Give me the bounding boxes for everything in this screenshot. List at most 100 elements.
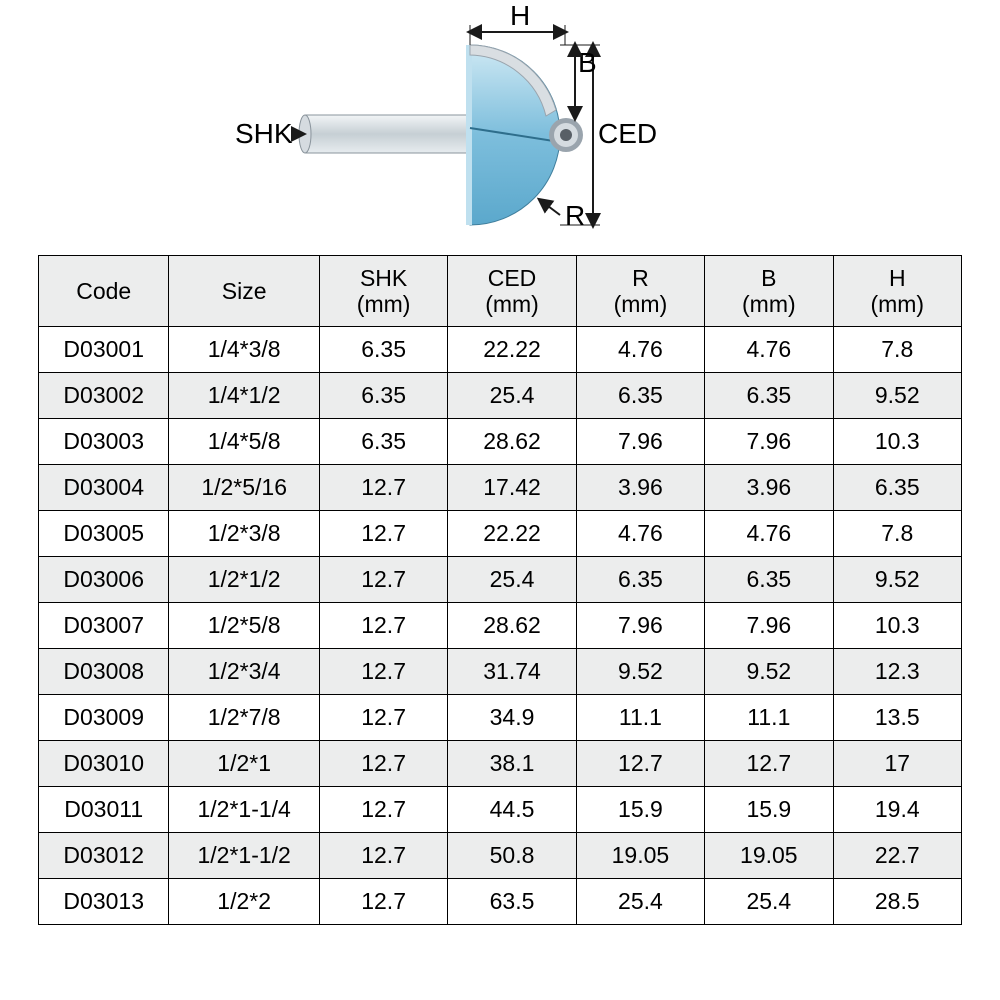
col-h: H(mm) [833, 256, 961, 327]
table-row: D030081/2*3/412.731.749.529.5212.3 [39, 649, 962, 695]
table-cell: 12.7 [319, 603, 447, 649]
table-body: D030011/4*3/86.3522.224.764.767.8D030021… [39, 327, 962, 925]
label-shk: SHK [235, 118, 293, 149]
table-cell: 19.4 [833, 787, 961, 833]
table-cell: 7.96 [705, 603, 833, 649]
table-cell: 3.96 [576, 465, 704, 511]
table-cell: 17.42 [448, 465, 576, 511]
table-cell: 9.52 [705, 649, 833, 695]
table-cell: 11.1 [576, 695, 704, 741]
table-cell: 7.96 [705, 419, 833, 465]
table-cell: 25.4 [448, 373, 576, 419]
table-cell: 7.8 [833, 511, 961, 557]
table-row: D030041/2*5/1612.717.423.963.966.35 [39, 465, 962, 511]
table-row: D030121/2*1-1/212.750.819.0519.0522.7 [39, 833, 962, 879]
table-cell: 1/2*2 [169, 879, 319, 925]
col-code: Code [39, 256, 169, 327]
label-b: B [578, 47, 597, 78]
table-cell: 12.7 [576, 741, 704, 787]
table-cell: 25.4 [576, 879, 704, 925]
table-cell: 12.7 [319, 741, 447, 787]
table-cell: 22.22 [448, 511, 576, 557]
table-cell: D03002 [39, 373, 169, 419]
table-row: D030051/2*3/812.722.224.764.767.8 [39, 511, 962, 557]
table-cell: 17 [833, 741, 961, 787]
table-cell: 6.35 [705, 373, 833, 419]
table-cell: 12.7 [319, 557, 447, 603]
table-row: D030101/2*112.738.112.712.717 [39, 741, 962, 787]
table-cell: 10.3 [833, 603, 961, 649]
table-cell: 22.22 [448, 327, 576, 373]
table-cell: D03011 [39, 787, 169, 833]
dim-r [540, 200, 560, 215]
shank [305, 115, 470, 153]
table-cell: 1/4*1/2 [169, 373, 319, 419]
bearing [549, 118, 583, 152]
label-ced: CED [598, 118, 657, 149]
label-h: H [510, 0, 530, 31]
table-cell: D03005 [39, 511, 169, 557]
table-cell: 4.76 [705, 511, 833, 557]
col-r: R(mm) [576, 256, 704, 327]
table-cell: 1/2*1 [169, 741, 319, 787]
page: SHK CED H B R Code Size SHK(mm) [0, 0, 1000, 1000]
col-b: B(mm) [705, 256, 833, 327]
table-cell: 3.96 [705, 465, 833, 511]
table-cell: 6.35 [576, 557, 704, 603]
col-shk: SHK(mm) [319, 256, 447, 327]
table-cell: 9.52 [576, 649, 704, 695]
table-cell: 15.9 [705, 787, 833, 833]
table-cell: 10.3 [833, 419, 961, 465]
table-cell: 6.35 [833, 465, 961, 511]
table-cell: 9.52 [833, 373, 961, 419]
table-cell: 1/2*3/4 [169, 649, 319, 695]
table-row: D030031/4*5/86.3528.627.967.9610.3 [39, 419, 962, 465]
table-cell: 1/4*3/8 [169, 327, 319, 373]
table-cell: 28.62 [448, 603, 576, 649]
table-cell: 25.4 [448, 557, 576, 603]
table-cell: 25.4 [705, 879, 833, 925]
table-cell: 12.3 [833, 649, 961, 695]
table-cell: 6.35 [319, 373, 447, 419]
table-cell: 50.8 [448, 833, 576, 879]
table-cell: 13.5 [833, 695, 961, 741]
label-r: R [565, 200, 585, 231]
table-cell: D03004 [39, 465, 169, 511]
spec-table-container: Code Size SHK(mm) CED(mm) R(mm) B(mm) H(… [38, 255, 962, 925]
table-cell: 1/4*5/8 [169, 419, 319, 465]
table-cell: 1/2*1/2 [169, 557, 319, 603]
table-cell: 7.8 [833, 327, 961, 373]
col-ced: CED(mm) [448, 256, 576, 327]
table-cell: 11.1 [705, 695, 833, 741]
table-cell: 12.7 [319, 879, 447, 925]
table-cell: 4.76 [705, 327, 833, 373]
table-cell: D03013 [39, 879, 169, 925]
spec-table: Code Size SHK(mm) CED(mm) R(mm) B(mm) H(… [38, 255, 962, 925]
table-cell: 9.52 [833, 557, 961, 603]
table-cell: 12.7 [705, 741, 833, 787]
table-cell: 15.9 [576, 787, 704, 833]
table-cell: 38.1 [448, 741, 576, 787]
table-cell: 12.7 [319, 787, 447, 833]
table-cell: D03003 [39, 419, 169, 465]
table-row: D030111/2*1-1/412.744.515.915.919.4 [39, 787, 962, 833]
table-cell: D03010 [39, 741, 169, 787]
table-cell: 12.7 [319, 649, 447, 695]
table-cell: 6.35 [705, 557, 833, 603]
table-cell: 1/2*7/8 [169, 695, 319, 741]
table-cell: 12.7 [319, 465, 447, 511]
table-row: D030021/4*1/26.3525.46.356.359.52 [39, 373, 962, 419]
table-row: D030071/2*5/812.728.627.967.9610.3 [39, 603, 962, 649]
table-row: D030091/2*7/812.734.911.111.113.5 [39, 695, 962, 741]
table-cell: 1/2*1-1/2 [169, 833, 319, 879]
table-cell: 1/2*5/8 [169, 603, 319, 649]
table-cell: 28.5 [833, 879, 961, 925]
table-cell: 12.7 [319, 511, 447, 557]
table-cell: 1/2*1-1/4 [169, 787, 319, 833]
table-cell: 28.62 [448, 419, 576, 465]
table-head: Code Size SHK(mm) CED(mm) R(mm) B(mm) H(… [39, 256, 962, 327]
table-cell: 44.5 [448, 787, 576, 833]
table-cell: 19.05 [705, 833, 833, 879]
table-cell: D03012 [39, 833, 169, 879]
table-cell: 1/2*3/8 [169, 511, 319, 557]
